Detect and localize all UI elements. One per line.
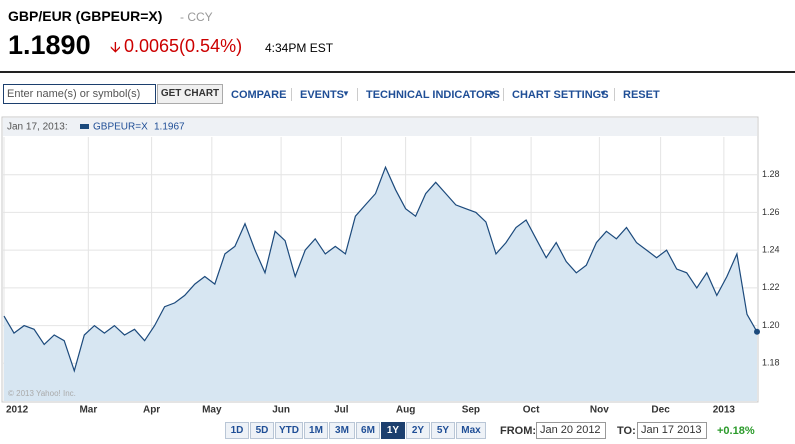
separator <box>357 88 358 101</box>
range-button[interactable]: 5Y <box>431 422 455 439</box>
to-label: TO: <box>617 425 636 437</box>
range-button[interactable]: 6M <box>356 422 380 439</box>
y-tick-label: 1.18 <box>762 358 780 368</box>
y-tick-label: 1.24 <box>762 245 780 255</box>
range-button[interactable]: 5D <box>250 422 274 439</box>
range-button[interactable]: 3M <box>329 422 355 439</box>
x-tick-label: 2012 <box>6 405 29 416</box>
range-button[interactable]: 1D <box>225 422 249 439</box>
range-button[interactable]: 1Y <box>381 422 405 439</box>
copyright: © 2013 Yahoo! Inc. <box>8 389 76 398</box>
legend-value: 1.1967 <box>154 122 185 133</box>
y-tick-label: 1.22 <box>762 282 780 292</box>
x-tick-label: Jun <box>272 405 290 416</box>
x-tick-label: Apr <box>143 405 160 416</box>
x-tick-label: Nov <box>590 405 609 416</box>
separator <box>291 88 292 101</box>
reset-link[interactable]: RESET <box>623 89 660 101</box>
separator <box>503 88 504 101</box>
events-link[interactable]: EVENTS <box>300 89 345 101</box>
legend-bar <box>3 118 757 136</box>
x-tick-label: Jul <box>334 405 349 416</box>
from-label: FROM: <box>500 425 537 437</box>
indicators-link[interactable]: TECHNICAL INDICATORS <box>366 89 500 101</box>
settings-link[interactable]: CHART SETTINGS <box>512 89 609 101</box>
x-tick-label: Mar <box>79 405 97 416</box>
symbol-input[interactable]: Enter name(s) or symbol(s) <box>3 84 156 104</box>
down-arrow: 🡫 <box>110 39 121 56</box>
area <box>4 167 757 401</box>
chart: Jan 17, 2013: GBPEUR=X 1.1967 © 2013 Yah… <box>1 116 780 416</box>
x-tick-label: May <box>202 405 222 416</box>
range-button[interactable]: Max <box>456 422 486 439</box>
x-tick-label: 2013 <box>713 405 736 416</box>
x-tick-label: Oct <box>523 405 540 416</box>
range-change: +0.18% <box>717 425 755 437</box>
x-tick-label: Aug <box>396 405 415 416</box>
separator <box>614 88 615 101</box>
x-tick-label: Dec <box>651 405 670 416</box>
title: GBP/EUR (GBPEUR=X) <box>8 8 163 24</box>
get-chart-button[interactable]: GET CHART <box>157 84 223 104</box>
legend-swatch <box>80 124 89 129</box>
change: 0.0065(0.54%) <box>124 36 243 56</box>
range-button[interactable]: YTD <box>275 422 303 439</box>
range-button[interactable]: 2Y <box>406 422 430 439</box>
dropdown-arrow: ▼ <box>488 89 496 98</box>
dropdown-arrow: ▼ <box>599 89 607 98</box>
legend-name: GBPEUR=X <box>93 122 148 133</box>
time: 4:34PM EST <box>265 41 334 55</box>
to-input[interactable]: Jan 17 2013 <box>637 422 707 439</box>
from-input[interactable]: Jan 20 2012 <box>536 422 606 439</box>
exchange: - CCY <box>180 10 213 24</box>
range-button[interactable]: 1M <box>304 422 328 439</box>
line <box>3 165 758 373</box>
legend-date: Jan 17, 2013: <box>7 122 68 133</box>
divider <box>0 71 795 73</box>
y-tick-label: 1.26 <box>762 207 780 217</box>
compare-link[interactable]: COMPARE <box>231 89 287 101</box>
dropdown-arrow: ▼ <box>342 89 350 98</box>
last-point <box>754 328 760 335</box>
y-tick-label: 1.20 <box>762 320 780 330</box>
y-tick-label: 1.28 <box>762 169 780 179</box>
price: 1.1890 <box>8 30 91 60</box>
x-tick-label: Sep <box>462 405 480 416</box>
